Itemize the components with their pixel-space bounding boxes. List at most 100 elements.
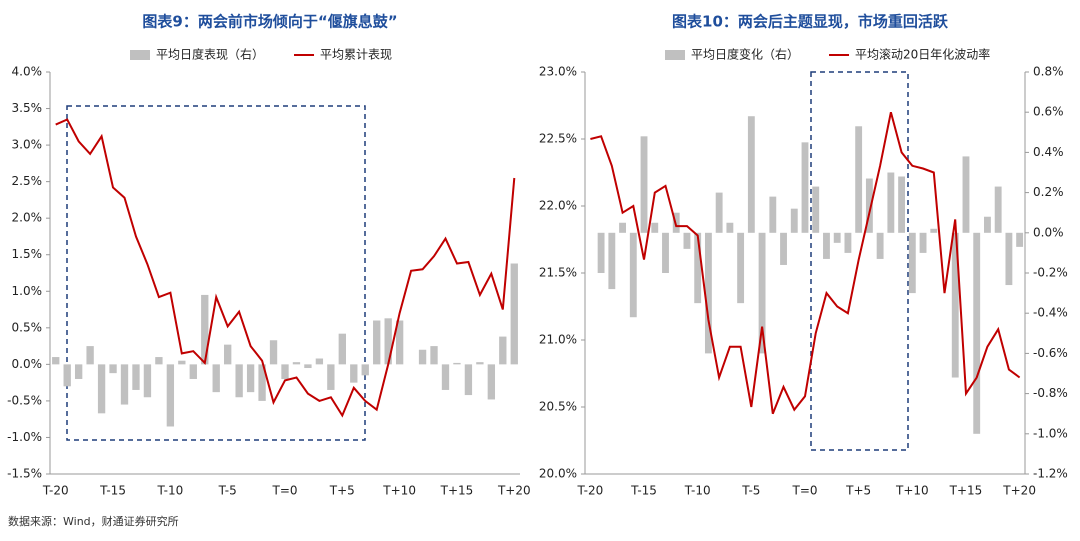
- legend-label: 平均累计表现: [320, 48, 392, 62]
- bar: [97, 364, 106, 414]
- bar: [510, 263, 518, 365]
- x-tick-label: T-5: [741, 484, 760, 498]
- legend-label: 平均日度表现（右）: [156, 47, 264, 62]
- highlight-box: [810, 71, 909, 451]
- bar: [801, 142, 809, 233]
- source: 数据来源：Wind，财通证券研究所: [8, 514, 179, 528]
- y-tick-label: 1.5%: [12, 247, 43, 261]
- bar: [844, 232, 852, 253]
- bar: [441, 364, 450, 390]
- bar: [887, 172, 895, 233]
- bar: [608, 232, 616, 290]
- bar: [758, 232, 766, 354]
- y-tick-label: 0.5%: [12, 320, 43, 334]
- legend-swatch: [665, 50, 685, 60]
- bar: [812, 186, 820, 233]
- bar: [52, 357, 60, 365]
- y2-tick-label: 0.2%: [1033, 185, 1064, 199]
- y2-tick-label: 0.0%: [1033, 225, 1064, 239]
- bar: [292, 362, 301, 365]
- bar: [361, 364, 369, 376]
- bar: [224, 344, 232, 365]
- bar: [726, 222, 734, 233]
- bar: [499, 336, 507, 365]
- x-tick-label: T+15: [949, 484, 983, 498]
- bar: [962, 156, 970, 233]
- x-tick-label: T-10: [684, 484, 711, 498]
- bar: [373, 320, 381, 365]
- y-tick-label: 23.0%: [539, 65, 577, 79]
- y2-tick-label: -1.0%: [1033, 426, 1068, 440]
- y2-tick-label: 0.8%: [1033, 65, 1064, 79]
- bar: [597, 232, 605, 273]
- bar: [235, 364, 243, 398]
- y-tick-label: 21.0%: [539, 333, 577, 347]
- bar: [629, 232, 637, 318]
- x-tick-label: T=0: [271, 484, 297, 498]
- y-tick-label: 1.0%: [12, 284, 43, 298]
- y2-tick-label: -0.2%: [1033, 266, 1068, 280]
- y2-tick-label: 0.6%: [1033, 105, 1064, 119]
- y2-tick-label: -0.4%: [1033, 306, 1068, 320]
- x-tick-label: T-10: [156, 484, 183, 498]
- bar: [430, 346, 438, 365]
- bar: [86, 346, 94, 365]
- bar: [166, 364, 175, 427]
- bar: [384, 318, 392, 365]
- x-tick-label: T+5: [329, 484, 355, 498]
- x-tick-label: T-20: [42, 484, 69, 498]
- bar: [823, 232, 830, 259]
- bar: [984, 216, 991, 233]
- y2-tick-label: -1.2%: [1033, 467, 1068, 481]
- bar: [395, 320, 404, 365]
- bar: [919, 232, 927, 253]
- legend-label: 平均滚动20日年化波动率: [855, 47, 990, 62]
- bar: [120, 364, 129, 405]
- y-tick-label: 2.5%: [12, 174, 43, 188]
- y-tick-label: 20.0%: [539, 467, 577, 481]
- bar: [453, 362, 461, 365]
- highlight-box: [66, 105, 366, 441]
- y-tick-label: -0.5%: [7, 393, 42, 407]
- x-tick-label: T+20: [1002, 484, 1036, 498]
- x-tick-label: T-15: [99, 484, 126, 498]
- chart-title: 图表9：两会前市场倾向于“偃旗息鼓”: [142, 13, 397, 31]
- bar: [132, 364, 140, 390]
- bar: [201, 294, 209, 365]
- bar: [619, 222, 626, 233]
- bar: [350, 364, 358, 383]
- y-tick-label: 0.0%: [12, 357, 43, 371]
- bar: [683, 232, 691, 249]
- bar: [973, 232, 981, 434]
- bar: [994, 186, 1002, 233]
- x-tick-label: T+10: [382, 484, 416, 498]
- y-tick-label: 3.0%: [12, 138, 43, 152]
- bar: [155, 357, 163, 365]
- y-tick-label: 22.0%: [539, 199, 577, 213]
- bar: [74, 364, 83, 379]
- y-tick-label: 4.0%: [12, 65, 43, 79]
- y2-tick-label: -0.6%: [1033, 346, 1068, 360]
- bar: [178, 360, 186, 365]
- bar: [487, 364, 496, 400]
- bar: [951, 232, 959, 378]
- y-tick-label: 2.0%: [12, 211, 43, 225]
- bar: [694, 232, 702, 304]
- bar: [338, 333, 346, 365]
- bar: [747, 116, 755, 233]
- bar: [258, 364, 266, 401]
- y-tick-label: 20.5%: [539, 400, 577, 414]
- legend-swatch: [130, 50, 150, 60]
- line: [55, 118, 516, 418]
- x-tick-label: T+5: [845, 484, 871, 498]
- bar: [790, 208, 798, 233]
- bar: [780, 232, 787, 265]
- bar: [315, 358, 324, 365]
- bar: [651, 222, 659, 233]
- y2-tick-label: -0.8%: [1033, 386, 1068, 400]
- x-tick-label: T-15: [630, 484, 657, 498]
- bar: [418, 349, 427, 365]
- x-tick-label: T-5: [218, 484, 237, 498]
- bar: [769, 196, 777, 233]
